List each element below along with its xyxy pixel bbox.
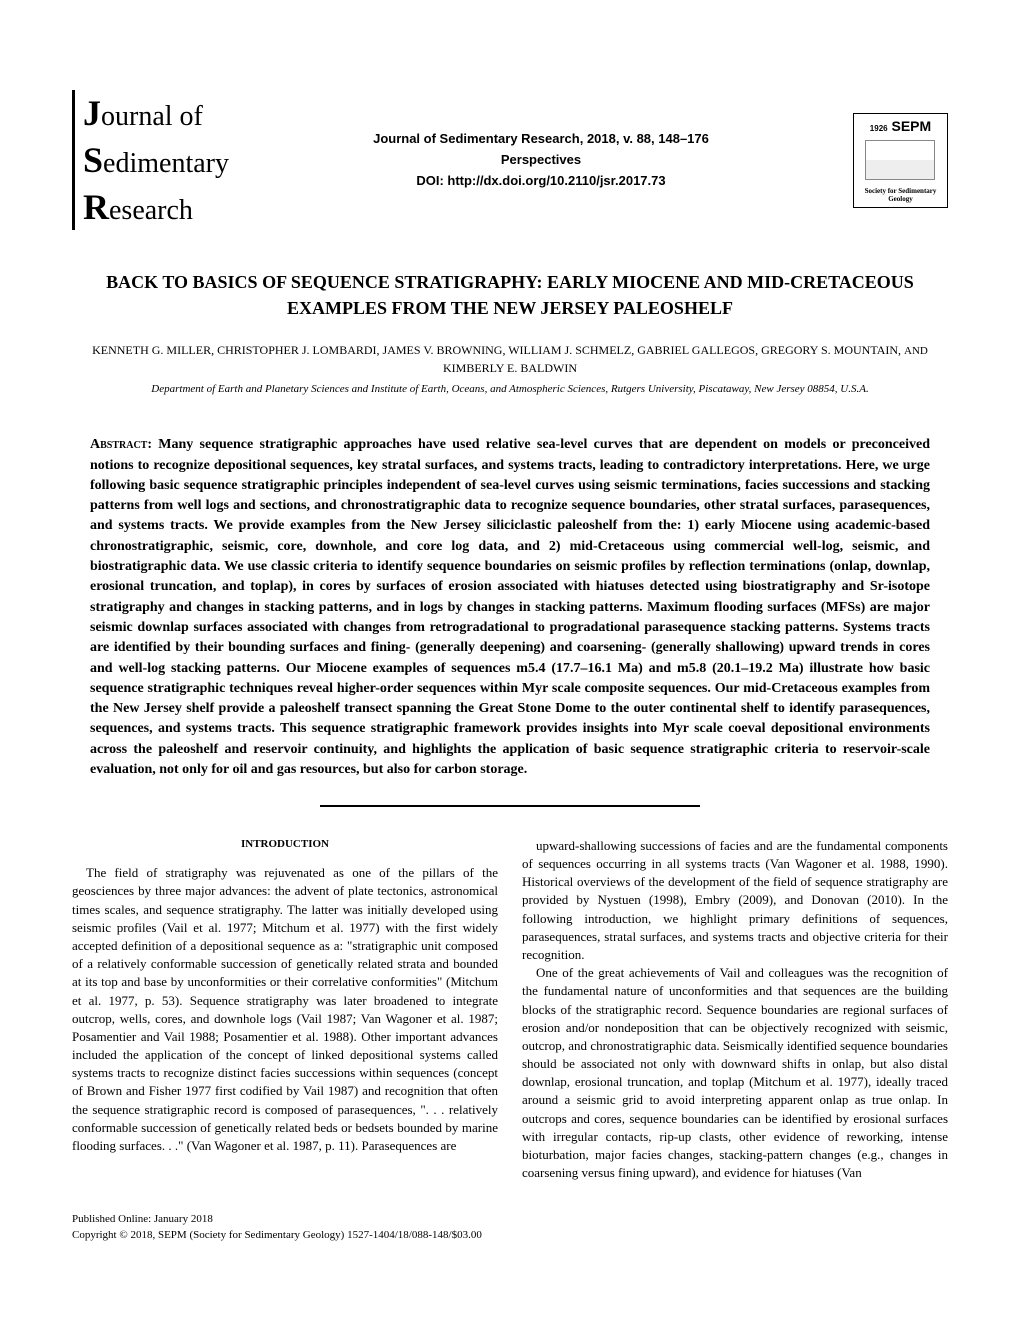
sepm-graphic-icon: [865, 140, 935, 180]
logo-line-2: Sedimentary: [83, 137, 229, 184]
intro-paragraph-2: upward-shallowing successions of facies …: [522, 837, 948, 964]
abstract: Abstract: Many sequence stratigraphic ap…: [90, 435, 930, 780]
journal-logo: Journal of Sedimentary Research: [72, 90, 229, 230]
body-columns: INTRODUCTION The field of stratigraphy w…: [72, 837, 948, 1183]
logo-line-1: Journal of: [83, 90, 229, 137]
journal-citation: Journal of Sedimentary Research, 2018, v…: [373, 129, 709, 150]
sepm-subtitle: Society for Sedimentary Geology: [858, 187, 943, 203]
page-header: Journal of Sedimentary Research Journal …: [72, 90, 948, 230]
doi-link[interactable]: DOI: http://dx.doi.org/10.2110/jsr.2017.…: [373, 171, 709, 192]
article-title: BACK TO BASICS OF SEQUENCE STRATIGRAPHY:…: [72, 270, 948, 320]
column-left: INTRODUCTION The field of stratigraphy w…: [72, 837, 498, 1183]
intro-paragraph-1: The field of stratigraphy was rejuvenate…: [72, 864, 498, 1155]
authors-main: KENNETH G. MILLER, CHRISTOPHER J. LOMBAR…: [92, 343, 904, 357]
logo-line-3: Research: [83, 184, 229, 231]
sepm-label: 1926 SEPM: [870, 118, 931, 134]
authors-and: AND: [904, 345, 928, 357]
intro-paragraph-3: One of the great achievements of Vail an…: [522, 964, 948, 1182]
published-date: Published Online: January 2018: [72, 1212, 948, 1227]
affiliation: Department of Earth and Planetary Scienc…: [72, 383, 948, 395]
page-footer: Published Online: January 2018 Copyright…: [72, 1212, 948, 1243]
section-divider: [320, 805, 700, 807]
abstract-label: Abstract:: [90, 437, 152, 452]
sepm-logo: 1926 SEPM Society for Sedimentary Geolog…: [853, 113, 948, 208]
column-right: upward-shallowing successions of facies …: [522, 837, 948, 1183]
abstract-text: Many sequence stratigraphic approaches h…: [90, 437, 930, 777]
copyright-line: Copyright © 2018, SEPM (Society for Sedi…: [72, 1228, 948, 1243]
header-citation: Journal of Sedimentary Research, 2018, v…: [373, 129, 709, 191]
journal-section: Perspectives: [373, 150, 709, 171]
intro-heading: INTRODUCTION: [72, 837, 498, 852]
authors-list: KENNETH G. MILLER, CHRISTOPHER J. LOMBAR…: [72, 341, 948, 378]
authors-last: KIMBERLY E. BALDWIN: [443, 361, 577, 375]
